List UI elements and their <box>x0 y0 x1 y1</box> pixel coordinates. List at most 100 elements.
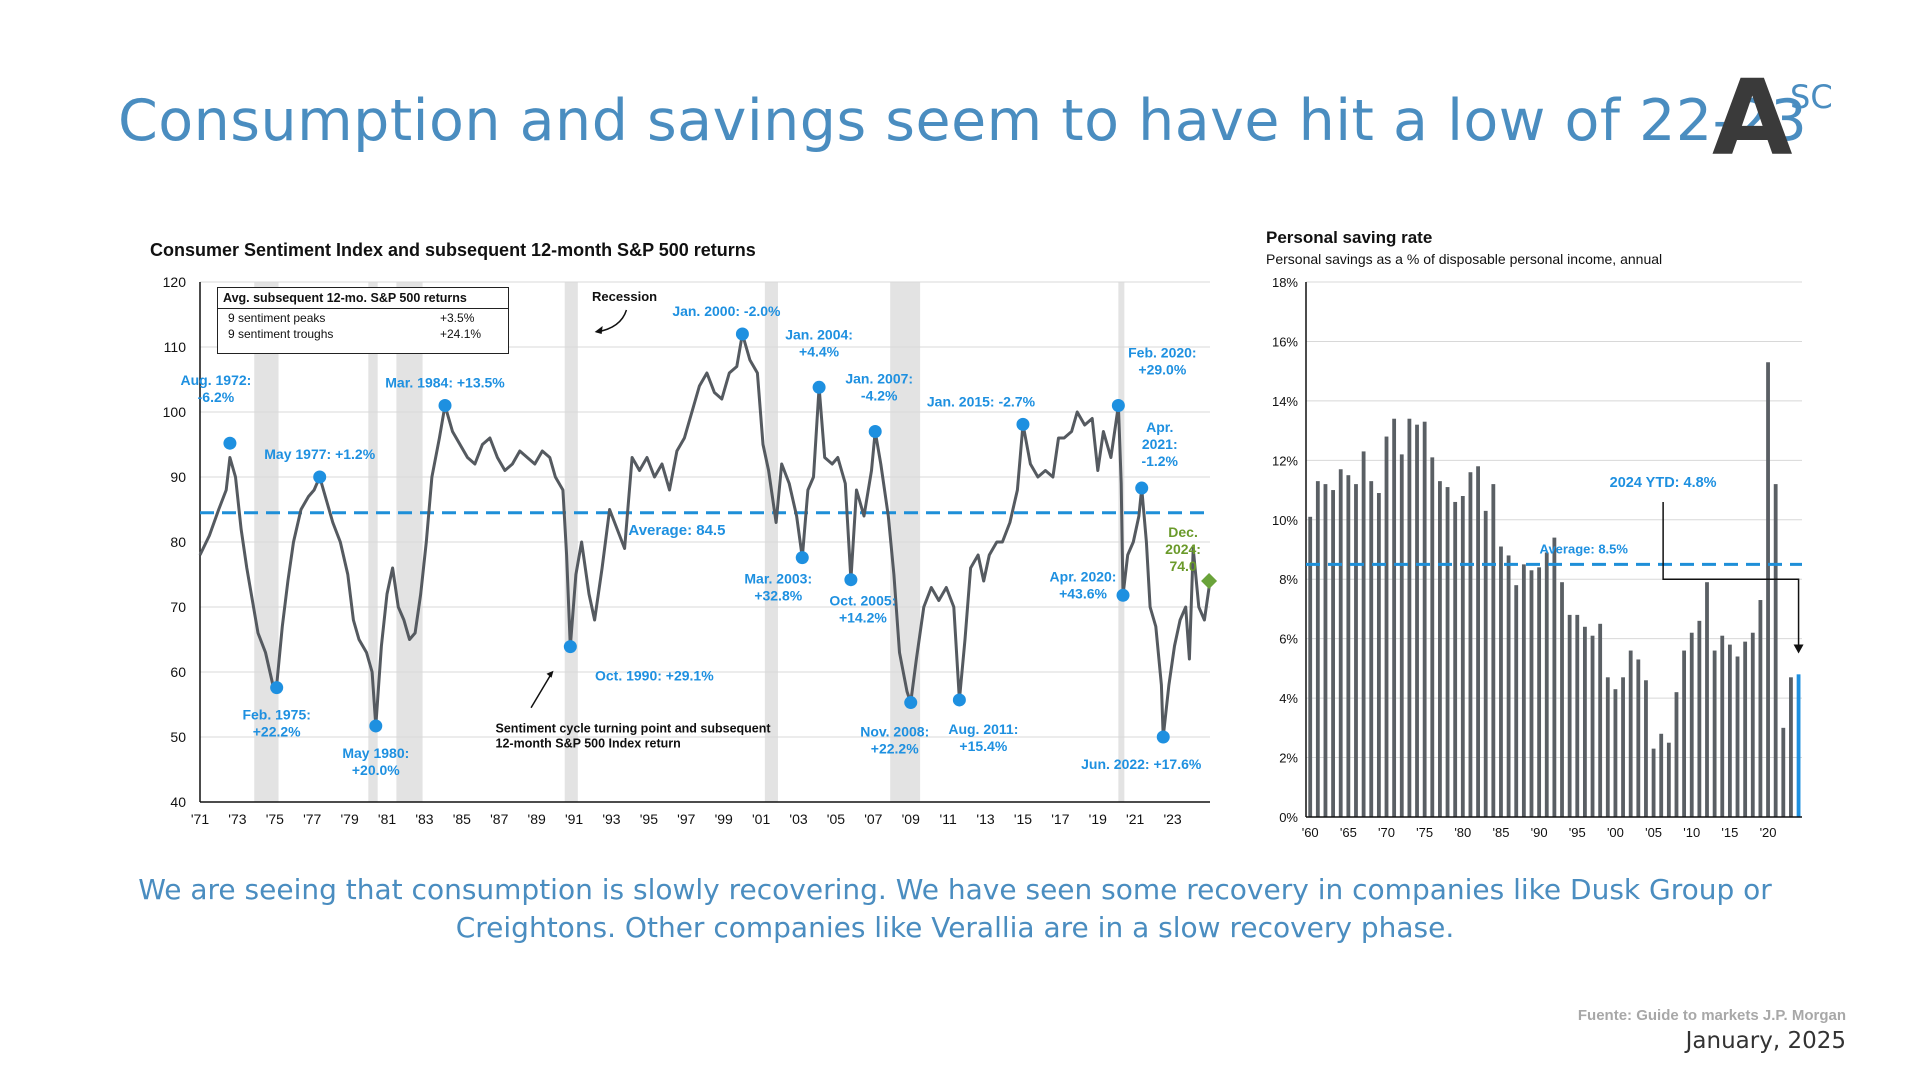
sentiment-chart: 40 50 60 70 80 90 100 110 120 '71 '73 '75 '77 '79 '81 '… <box>163 274 1218 827</box>
bar <box>1399 454 1404 817</box>
y-tick-label: 2% <box>1279 751 1298 766</box>
caption-text: We are seeing that consumption is slowly… <box>138 873 1772 944</box>
bar <box>1338 469 1343 817</box>
turning-point-label-line: Mar. 1984: +13.5% <box>385 375 505 391</box>
turning-point-label-line: +14.2% <box>839 610 887 626</box>
bar <box>1544 552 1549 817</box>
x-tick-label: '20 <box>1760 825 1777 840</box>
saving-chart-title: Personal saving rate <box>1266 228 1433 247</box>
y-tick-label: 60 <box>170 664 186 680</box>
turning-point-marker <box>952 693 966 707</box>
latest-label-line: 2024: <box>1165 541 1201 557</box>
logo-letter: A <box>1712 57 1793 179</box>
turning-point-label-line: Feb. 2020: <box>1128 345 1196 361</box>
bar <box>1697 620 1702 817</box>
avg-box-row-peaks: 9 sentiment peaks +3.5% <box>218 309 508 325</box>
bar <box>1521 564 1526 817</box>
bar <box>1712 650 1717 817</box>
y-tick-label: 8% <box>1279 572 1298 587</box>
x-tick-label: '03 <box>789 811 807 827</box>
turning-point-label: Mar. 1984: +13.5% <box>385 375 505 391</box>
turning-point-label-line: +22.2% <box>253 724 301 740</box>
bar <box>1499 546 1503 817</box>
turning-point-label-line: +15.4% <box>959 738 1007 754</box>
bar <box>1514 585 1519 817</box>
y-tick-label: 14% <box>1272 394 1298 409</box>
bar <box>1758 600 1763 817</box>
bar <box>1315 481 1320 817</box>
turning-point-label-line: +4.4% <box>799 343 840 359</box>
asc-logo: A SC <box>1712 66 1833 172</box>
x-tick-label: '79 <box>341 811 359 827</box>
turning-point-label-line: Apr. <box>1146 419 1173 435</box>
bar <box>1483 510 1488 817</box>
turning-point-marker <box>1116 588 1130 602</box>
recession-arrowhead <box>594 326 603 334</box>
x-tick-label: '71 <box>191 811 209 827</box>
bar <box>1750 632 1755 817</box>
x-tick-label: '15 <box>1721 825 1738 840</box>
y-tick-label: 70 <box>170 599 186 615</box>
x-tick-label: '13 <box>976 811 994 827</box>
bar <box>1491 484 1496 817</box>
y-tick-label: 10% <box>1272 513 1298 528</box>
bar <box>1376 493 1381 817</box>
avg-box-header: Avg. subsequent 12-mo. S&P 500 returns <box>218 288 508 309</box>
bar <box>1628 650 1633 817</box>
turning-point-label-line: 2021: <box>1142 436 1178 452</box>
x-tick-label: '19 <box>1089 811 1107 827</box>
x-tick-label: '89 <box>528 811 546 827</box>
bar <box>1460 496 1465 817</box>
x-tick-label: '77 <box>303 811 321 827</box>
avg-box-value: +3.5% <box>440 311 475 325</box>
turning-point-marker <box>438 399 452 412</box>
turning-point-label: Mar. 2003: +32.8% <box>744 571 812 604</box>
note-label: Sentiment cycle turning point and subseq… <box>496 721 772 750</box>
latest-label-line: 74.0 <box>1169 558 1196 574</box>
bar <box>1453 501 1458 817</box>
source-note: Fuente: Guide to markets J.P. Morgan <box>1577 1007 1846 1024</box>
turning-point-label-line: +29.0% <box>1138 362 1186 378</box>
turning-point-label-line: +43.6% <box>1059 585 1107 601</box>
x-tick-label: '75 <box>1416 825 1433 840</box>
average-label: Average: 84.5 <box>628 522 725 539</box>
bar <box>1582 626 1587 817</box>
turning-point-marker <box>868 425 882 438</box>
turning-point-label: Jan. 2015: -2.7% <box>927 393 1036 409</box>
turning-point-label-line: Mar. 2003: <box>744 571 812 587</box>
turning-point-label-line: -1.2% <box>1141 453 1178 469</box>
turning-point-marker <box>795 551 809 565</box>
turning-point-label: Nov. 2008: +22.2% <box>860 724 929 757</box>
bar <box>1705 582 1709 817</box>
y-tick-label: 12% <box>1272 453 1298 468</box>
turning-point-marker <box>313 470 327 484</box>
turning-point-label-line: Nov. 2008: <box>860 724 929 740</box>
x-tick-label: '83 <box>415 811 433 827</box>
turning-point-marker <box>1156 730 1170 744</box>
turning-point-label: Oct. 2005: +14.2% <box>829 593 896 626</box>
bar <box>1644 680 1648 817</box>
x-tick-label: '05 <box>827 811 845 827</box>
turning-point-label-line: Apr. 2020: <box>1050 568 1117 584</box>
x-tick-label: '17 <box>1051 811 1069 827</box>
turning-point-label-line: Jan. 2000: -2.0% <box>672 303 781 319</box>
bar <box>1636 659 1641 817</box>
turning-point-label-line: +22.2% <box>871 741 919 757</box>
bar <box>1308 516 1313 817</box>
highlight-bar <box>1796 674 1801 817</box>
x-tick-label: '95 <box>640 811 658 827</box>
bar <box>1354 484 1358 817</box>
bar <box>1567 614 1572 817</box>
turning-point-marker <box>270 681 284 695</box>
turning-point-marker <box>563 640 577 654</box>
bar <box>1392 418 1397 817</box>
x-tick-label: '95 <box>1569 825 1586 840</box>
x-tick-label: '97 <box>677 811 695 827</box>
bar <box>1682 650 1687 817</box>
turning-point-label-line: Aug. 2011: <box>948 721 1018 737</box>
turning-point-label-line: Oct. 1990: +29.1% <box>595 668 714 684</box>
bar <box>1605 677 1610 817</box>
turning-point-label: Apr. 2021: -1.2% <box>1141 419 1178 469</box>
x-tick-label: '90 <box>1531 825 1548 840</box>
bar <box>1323 484 1328 817</box>
